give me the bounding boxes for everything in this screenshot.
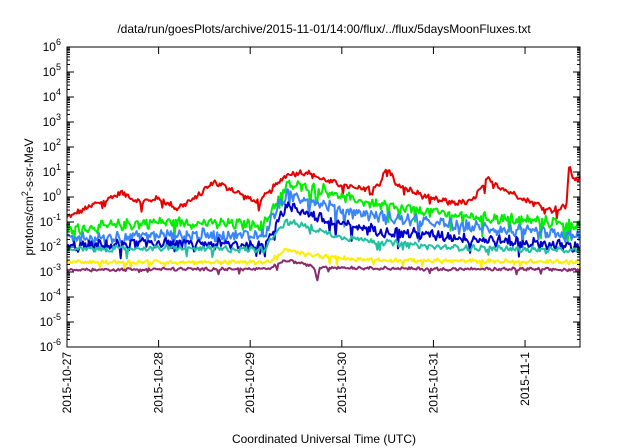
series-line (66, 179, 581, 243)
y-tick-label: 104 (43, 87, 61, 104)
y-axis-label-base: protons/cm (22, 196, 36, 255)
y-tick-exponent: 2 (56, 137, 61, 147)
y-tick-exponent: -5 (53, 312, 61, 322)
y-tick-exponent: -2 (53, 237, 61, 247)
y-tick-exponent: 6 (56, 37, 61, 47)
y-tick-base: 10 (43, 40, 57, 54)
y-tick-exponent: -4 (53, 287, 61, 297)
y-tick-label: 106 (43, 37, 61, 54)
x-tick-label: 2015-10-28 (152, 352, 166, 414)
y-axis-label: protons/cm2-s-sr-MeV (20, 138, 36, 255)
y-tick-base: 10 (43, 190, 57, 204)
chart-title: /data/run/goesPlots/archive/2015-11-01/1… (117, 22, 531, 36)
plot-frame (66, 46, 581, 348)
y-tick-base: 10 (40, 265, 54, 279)
y-axis-label-rest: -s-sr-MeV (22, 138, 36, 191)
y-axis: 10610510410310210110010-110-210-310-410-… (40, 37, 580, 354)
series-line (66, 247, 581, 270)
y-tick-label: 105 (43, 62, 61, 79)
y-tick-exponent: 4 (56, 87, 61, 97)
series-layer (66, 166, 581, 282)
y-tick-base: 10 (40, 215, 54, 229)
y-tick-base: 10 (43, 65, 57, 79)
y-tick-label: 102 (43, 137, 61, 154)
x-axis-label: Coordinated Universal Time (UTC) (232, 432, 416, 446)
y-tick-base: 10 (40, 240, 54, 254)
y-tick-base: 10 (40, 315, 54, 329)
y-tick-exponent: 1 (56, 162, 61, 172)
y-tick-label: 10-6 (40, 337, 61, 354)
series-line (66, 259, 581, 282)
y-tick-base: 10 (40, 290, 54, 304)
x-axis: 2015-10-27 2015-10-28 2015-10-29 2015-10-30… (60, 47, 532, 413)
y-tick-label: 100 (43, 187, 61, 204)
y-tick-label: 10-4 (40, 287, 61, 304)
y-tick-base: 10 (43, 90, 57, 104)
y-tick-exponent: -6 (53, 337, 61, 347)
x-tick-label: 2015-10-31 (426, 352, 440, 414)
series-line (66, 201, 581, 260)
y-tick-base: 10 (43, 165, 57, 179)
y-tick-label: 10-1 (40, 212, 61, 229)
y-axis-label-sup: 2 (20, 191, 30, 196)
y-tick-label: 101 (43, 162, 61, 179)
y-tick-label: 103 (43, 112, 61, 129)
y-tick-exponent: 0 (56, 187, 61, 197)
x-tick-label: 2015-10-30 (335, 352, 349, 414)
y-tick-base: 10 (43, 140, 57, 154)
y-tick-label: 10-3 (40, 262, 61, 279)
x-tick-label: 2015-10-27 (60, 352, 74, 414)
x-tick-label: 2015-11-1 (518, 352, 532, 406)
y-tick-label: 10-2 (40, 237, 61, 254)
y-tick-base: 10 (40, 340, 54, 354)
y-tick-base: 10 (43, 115, 57, 129)
y-tick-exponent: -1 (53, 212, 61, 222)
series-line (66, 218, 581, 260)
y-tick-exponent: 3 (56, 112, 61, 122)
y-tick-label: 10-5 (40, 312, 61, 329)
x-tick-label: 2015-10-29 (243, 352, 257, 414)
series-line (66, 166, 581, 220)
series-line (66, 188, 581, 253)
y-tick-exponent: 5 (56, 62, 61, 72)
y-tick-exponent: -3 (53, 262, 61, 272)
